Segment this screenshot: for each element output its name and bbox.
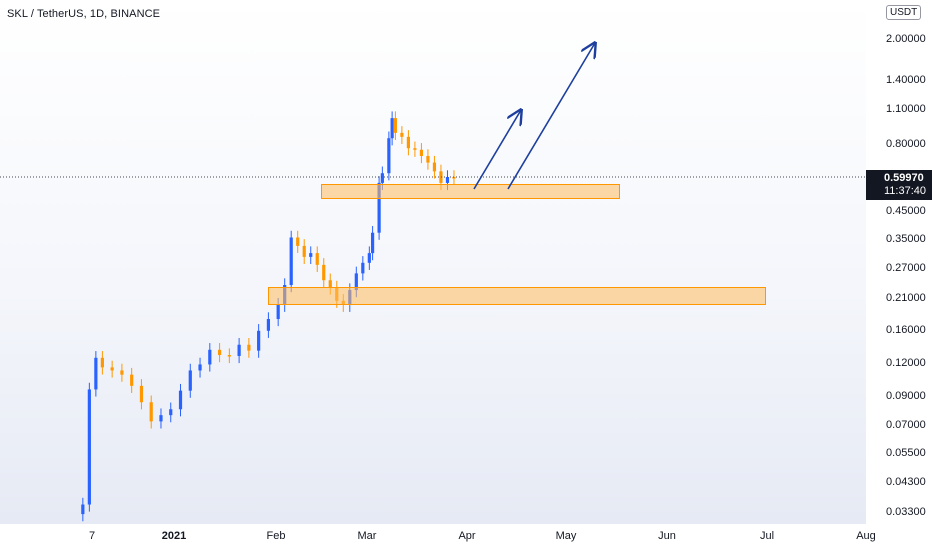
candle-body [266, 319, 271, 331]
candle-body [87, 389, 91, 505]
candle-body [354, 273, 358, 291]
candle-body [315, 253, 319, 265]
price-tick: 2.00000 [886, 33, 926, 45]
candle-body [130, 374, 134, 386]
price-tick: 0.80000 [886, 138, 926, 150]
support-zone-upper[interactable] [321, 184, 620, 199]
candle-body [322, 264, 326, 281]
candle-body [247, 344, 251, 351]
candle-body [120, 370, 124, 375]
candle-body [227, 355, 231, 357]
price-tick: 1.10000 [886, 103, 926, 115]
candle-body [198, 364, 202, 371]
price-tick: 0.16000 [886, 324, 926, 336]
candle-body [139, 385, 144, 403]
symbol-title: SKL / TetherUS, 1D, BINANCE [7, 8, 161, 20]
candle-body [367, 253, 371, 263]
candle-body [81, 504, 85, 515]
time-tick: Aug [856, 530, 876, 542]
projection-arrow-short[interactable] [473, 110, 521, 190]
candle-body [159, 415, 163, 422]
price-tick: 0.27000 [886, 262, 926, 274]
candle-body [257, 330, 261, 351]
candle-body [178, 390, 183, 410]
candle-body [370, 232, 375, 254]
price-tick: 0.03300 [886, 506, 926, 518]
candle-body [169, 409, 173, 416]
last-price-label: 0.59970 11:37:40 [866, 170, 932, 200]
time-tick: 2021 [161, 530, 187, 542]
candle-body [390, 118, 394, 139]
candle-body [100, 357, 104, 368]
candle-body [289, 237, 293, 286]
price-tick: 0.04300 [886, 476, 926, 488]
candle-body [426, 155, 430, 163]
price-tick: 0.45000 [886, 205, 926, 217]
price-tick: 0.09000 [886, 390, 926, 402]
bar-countdown: 11:37:40 [884, 185, 927, 197]
candle-body [149, 402, 153, 422]
time-tick: May [555, 530, 577, 542]
candle-body [302, 245, 306, 257]
candle-body [393, 118, 397, 133]
candle-body [452, 177, 456, 179]
price-tick: 1.40000 [886, 74, 926, 86]
price-tick: 0.07000 [886, 419, 926, 431]
candle-body [94, 357, 98, 390]
candle-body [328, 280, 332, 288]
candle-body [439, 171, 443, 183]
candle-body [217, 349, 222, 356]
candle-body [419, 149, 424, 156]
candle-body [380, 173, 384, 183]
candle-body [406, 136, 410, 149]
candle-body [445, 177, 450, 183]
support-zone-lower[interactable] [268, 287, 766, 305]
candle-body [387, 138, 391, 174]
time-tick: Jul [759, 530, 775, 542]
candle-body [276, 304, 280, 320]
time-tick: Jun [658, 530, 676, 542]
time-tick: Apr [458, 530, 476, 542]
candle-body [400, 132, 404, 137]
candle-body [237, 344, 241, 356]
candle-body [377, 182, 381, 233]
candle-body [188, 370, 192, 391]
candle-body [296, 237, 300, 246]
time-tick: Mar [357, 530, 377, 542]
candle-body [413, 148, 417, 150]
candle-body [432, 162, 437, 172]
candle-body [110, 367, 114, 371]
time-tick: Feb [266, 530, 286, 542]
price-axis[interactable]: 2.00000 1.40000 1.10000 0.80000 0.45000 … [866, 0, 932, 524]
time-tick: 7 [88, 530, 96, 542]
time-axis[interactable]: 7 2021 Feb Mar Apr May Jun Jul Aug [0, 524, 932, 550]
price-tick: 0.21000 [886, 292, 926, 304]
currency-selector[interactable]: USDT [886, 5, 922, 20]
drawings-layer [0, 0, 866, 190]
candle-body [309, 253, 313, 257]
price-tick: 0.05500 [886, 447, 926, 459]
price-tick: 0.35000 [886, 233, 926, 245]
price-tick: 0.12000 [886, 357, 926, 369]
candle-body [361, 262, 365, 274]
chart-area[interactable]: SKL / TetherUS, 1D, BINANCE [0, 0, 866, 524]
projection-arrow-long[interactable] [507, 43, 595, 190]
candle-body [208, 349, 212, 365]
last-price-value: 0.59970 [884, 172, 924, 184]
